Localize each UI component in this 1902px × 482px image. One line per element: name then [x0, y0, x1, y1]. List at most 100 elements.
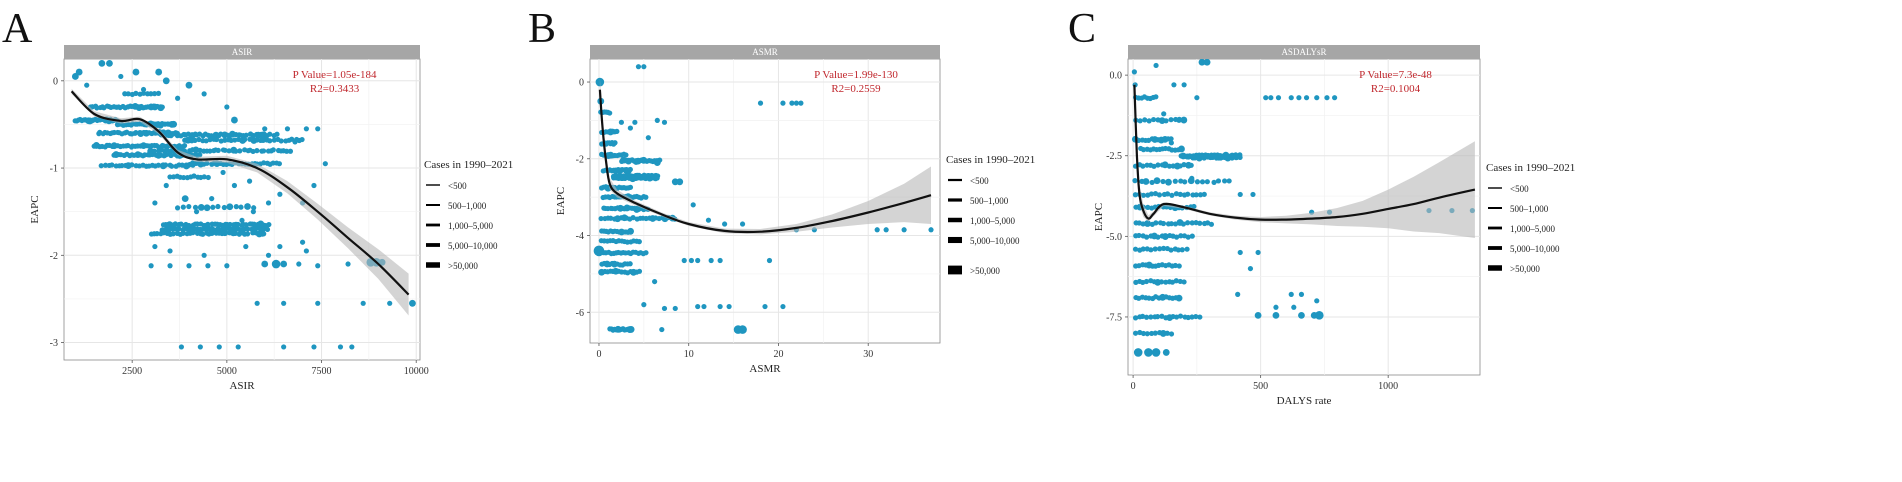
data-point: [200, 231, 206, 237]
p-value-label: P Value=1.05e-184: [293, 69, 377, 81]
data-point: [337, 344, 344, 350]
data-point: [1152, 190, 1159, 197]
data-point: [243, 222, 249, 228]
data-point: [641, 302, 647, 308]
legend-label: 1,000–5,000: [1510, 224, 1556, 234]
legend-label: 5,000–10,000: [970, 236, 1020, 246]
data-point: [1168, 247, 1174, 253]
data-point: [1155, 162, 1161, 168]
data-point: [239, 217, 245, 224]
data-point: [1153, 94, 1159, 100]
data-point: [159, 104, 165, 110]
data-point: [1288, 95, 1294, 101]
data-point: [98, 59, 106, 67]
data-point: [1199, 179, 1206, 185]
data-point: [1132, 192, 1138, 198]
data-point: [254, 300, 260, 306]
data-point: [237, 148, 243, 154]
data-point: [274, 131, 280, 137]
data-point: [1179, 247, 1185, 253]
data-point: [1332, 95, 1338, 101]
data-point: [598, 215, 604, 222]
data-point: [1159, 313, 1165, 319]
data-point: [152, 243, 158, 250]
data-point: [205, 263, 211, 269]
data-point: [1165, 178, 1172, 186]
data-point: [387, 300, 393, 306]
data-point: [1237, 154, 1243, 161]
data-point: [1148, 314, 1154, 320]
panel-letter: B: [528, 6, 556, 52]
data-point: [661, 305, 668, 312]
data-point: [1215, 178, 1222, 184]
data-point: [739, 221, 746, 227]
data-point: [627, 184, 634, 190]
legend-title: Cases in 1990–2021: [424, 159, 513, 171]
data-point: [1156, 192, 1163, 198]
data-point: [1152, 330, 1158, 336]
data-point: [140, 90, 147, 96]
confidence-band: [599, 78, 931, 235]
data-point: [1166, 163, 1173, 169]
data-point: [311, 182, 317, 189]
data-point: [1211, 179, 1217, 185]
data-point: [717, 257, 723, 264]
data-point: [1298, 291, 1305, 297]
data-point: [322, 161, 328, 167]
data-point: [266, 221, 272, 228]
data-point: [874, 227, 880, 233]
data-point: [277, 191, 283, 197]
data-point: [1173, 191, 1180, 197]
data-point: [267, 138, 273, 144]
data-point: [167, 248, 173, 254]
y-axis-label: EAPC: [29, 195, 41, 223]
data-point: [1148, 247, 1154, 253]
data-point: [632, 119, 638, 125]
data-point: [180, 230, 186, 236]
data-point: [1172, 262, 1179, 269]
data-point: [315, 126, 321, 132]
x-tick-label: 30: [863, 349, 873, 360]
data-point: [1168, 140, 1174, 146]
legend-label: 5,000–10,000: [448, 241, 498, 251]
data-point: [244, 231, 251, 237]
data-point: [695, 303, 701, 310]
data-point: [1177, 313, 1184, 319]
data-point: [883, 227, 889, 233]
data-point: [244, 203, 251, 210]
data-point: [614, 128, 620, 134]
data-point: [1168, 117, 1174, 123]
data-point: [1158, 117, 1166, 125]
x-axis-label: ASIR: [229, 380, 255, 392]
data-point: [1247, 265, 1254, 272]
data-point: [780, 100, 786, 106]
data-point: [155, 162, 162, 168]
data-point: [1185, 234, 1191, 240]
y-tick-label: -7.5: [1106, 312, 1122, 323]
data-point: [757, 100, 764, 106]
data-point: [1324, 95, 1330, 101]
data-point: [657, 157, 663, 163]
data-point: [641, 64, 647, 70]
data-point: [695, 257, 701, 264]
data-point: [1177, 191, 1183, 197]
data-point: [1180, 116, 1188, 124]
y-tick-label: -2: [576, 154, 584, 165]
y-tick-label: -5.0: [1106, 232, 1122, 243]
facet-strip-label: ASDALYsR: [1281, 47, 1326, 57]
data-point: [1132, 178, 1138, 184]
data-point: [170, 131, 176, 137]
data-point: [1185, 314, 1191, 321]
data-point: [254, 148, 260, 154]
data-point: [155, 68, 163, 76]
data-point: [201, 91, 207, 97]
data-point: [261, 231, 267, 237]
r2-label: R2=0.1004: [1371, 83, 1421, 95]
data-point: [1198, 59, 1206, 66]
data-point: [1298, 311, 1305, 319]
data-point: [181, 195, 189, 202]
x-tick-label: 7500: [312, 366, 332, 377]
confidence-band: [1134, 71, 1475, 239]
x-axis-label: ASMR: [749, 363, 781, 375]
data-point: [1197, 220, 1203, 226]
